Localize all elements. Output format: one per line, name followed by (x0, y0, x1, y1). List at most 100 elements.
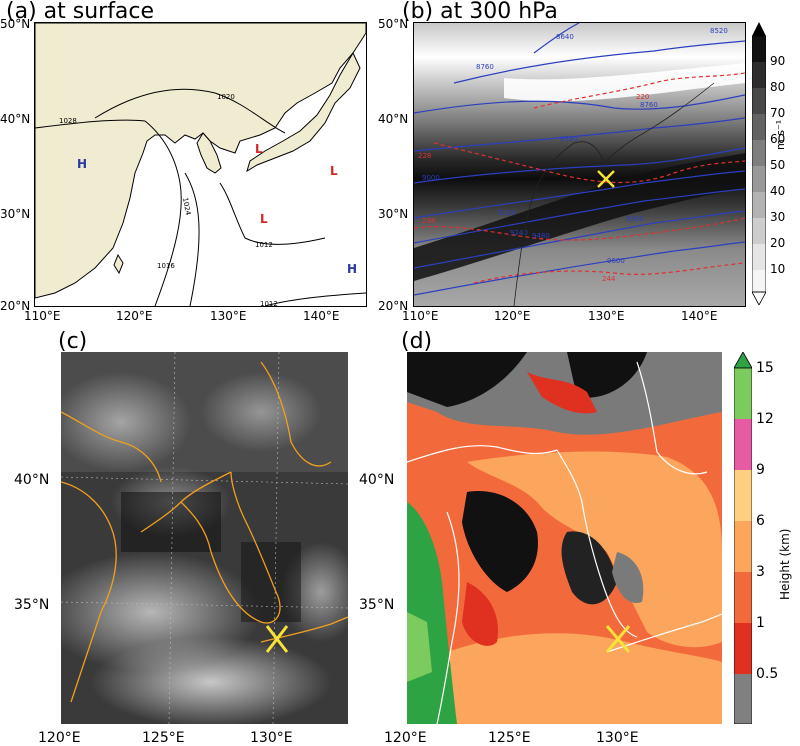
panel-a-title: (a) at surface (6, 0, 155, 24)
high-pressure-center: H (77, 157, 87, 171)
lat-tick: 35°N (359, 597, 395, 613)
lat-tick: 50°N (0, 17, 31, 31)
lat-tick: 50°N (378, 17, 409, 31)
height-contour (414, 241, 745, 296)
cloud-field (61, 372, 191, 472)
lon-tick: 120°E (116, 309, 153, 323)
colorbar-tick: 50 (770, 158, 786, 172)
isobar-1028 (35, 119, 146, 129)
isobar-label: 1012 (255, 241, 273, 249)
colorbar-tick: 15 (756, 360, 774, 376)
colorbar-tick: 9 (756, 462, 765, 478)
temperature-contour-label: 244 (602, 275, 616, 283)
colorbar-tick: 12 (756, 411, 774, 427)
colorbar-tick: 70 (770, 106, 786, 120)
height-contour-label: 9120 (498, 209, 516, 217)
coastline (436, 511, 460, 724)
coastline (61, 481, 117, 703)
lon-tick: 110°E (24, 309, 61, 323)
cloud-top-height-map (407, 352, 722, 724)
lat-tick: 30°N (0, 207, 31, 221)
korea-landmass (196, 132, 222, 174)
temperature-contour-label: 228 (418, 152, 431, 160)
height-contour (414, 147, 745, 184)
lon-tick: 130°E (250, 730, 293, 746)
clear-sky-region (612, 552, 644, 603)
height-contour-label: 8520 (710, 27, 728, 35)
coastline (61, 411, 162, 483)
satellite-image-map (61, 352, 348, 724)
colorbar-tick: 0.5 (756, 666, 779, 682)
colorbar-tick: 3 (756, 564, 765, 580)
surface-pressure-map: 1028 1024 1020 1016 1012 1012 H L L L H (34, 22, 367, 307)
isobar-label: 1024 (181, 197, 192, 216)
height-contour-label: 8880 (560, 135, 578, 143)
colorbar-tick: 10 (770, 262, 786, 276)
cloud-top-band-6km (467, 451, 722, 648)
height-contour (414, 210, 745, 269)
low-pressure-center: L (330, 164, 338, 178)
height-contour (453, 40, 745, 84)
low-pressure-center: L (255, 142, 263, 156)
coastline (180, 471, 281, 624)
temperature-contour (473, 262, 745, 284)
cloud-top-band-6km (447, 633, 722, 724)
cloud-top-band-1km (462, 582, 498, 646)
height-contour-label: 9240 (510, 229, 528, 237)
taiwan-landmass (113, 253, 124, 275)
asia-landmass (35, 23, 366, 299)
lat-tick: 40°N (359, 472, 395, 488)
coastline (513, 82, 715, 306)
cloud-top-band-high (407, 612, 432, 682)
location-marker (605, 625, 631, 653)
clear-sky-region (462, 491, 538, 592)
isobar-label: 1028 (59, 117, 77, 125)
height-contour-label: 8760 (476, 63, 494, 71)
lat-tick: 20°N (378, 299, 409, 313)
isobar-label: 1012 (260, 300, 278, 306)
lon-tick: 125°E (142, 730, 185, 746)
weak-wind-band (504, 63, 745, 102)
lon-tick: 130°E (210, 309, 247, 323)
colorbar-tick: 20 (770, 236, 786, 250)
meridian-line (168, 352, 176, 724)
colorbar-tick: 30 (770, 210, 786, 224)
colorbar-tick: 40 (770, 184, 786, 198)
temperature-contour (533, 72, 745, 109)
height-contour (414, 94, 745, 114)
lat-tick: 30°N (378, 207, 409, 221)
lon-tick: 130°E (596, 730, 639, 746)
upper-level-wind-map: 8640 8520 8760 8760 8880 9000 9120 9240 … (413, 22, 746, 307)
lon-tick: 120°E (38, 730, 81, 746)
height-contour (414, 117, 745, 152)
clear-sky-region (407, 352, 527, 407)
panel-c-title: (c) (58, 329, 88, 354)
isobar-label: 1020 (217, 93, 235, 101)
meridian-line (272, 352, 280, 724)
high-pressure-center: H (347, 262, 357, 276)
coastline (260, 361, 332, 467)
clear-sky-region (567, 352, 647, 398)
colorbar-label: Height (km) (778, 528, 792, 600)
colorbar-tick: 6 (756, 513, 765, 529)
lat-tick: 40°N (14, 472, 50, 488)
height-contour-label: 9000 (422, 174, 440, 182)
coastline (636, 361, 708, 475)
cloud-field (201, 372, 321, 452)
location-marker (265, 625, 289, 653)
low-pressure-center: L (260, 212, 268, 226)
height-contour-label: 9360 (626, 215, 644, 223)
height-contour-label: 8640 (556, 33, 574, 41)
location-marker (597, 170, 615, 188)
lat-tick: 40°N (378, 112, 409, 126)
isobar-1012-b (264, 292, 366, 306)
cloud-field (91, 637, 331, 724)
height-contour (414, 170, 745, 219)
lon-tick: 110°E (402, 309, 439, 323)
height-contour (533, 23, 580, 54)
isobar-label: 1016 (157, 262, 175, 270)
lon-tick: 120°E (494, 309, 531, 323)
height-contour (414, 188, 745, 244)
japan-landmass (246, 51, 361, 173)
temperature-contour (414, 217, 745, 241)
